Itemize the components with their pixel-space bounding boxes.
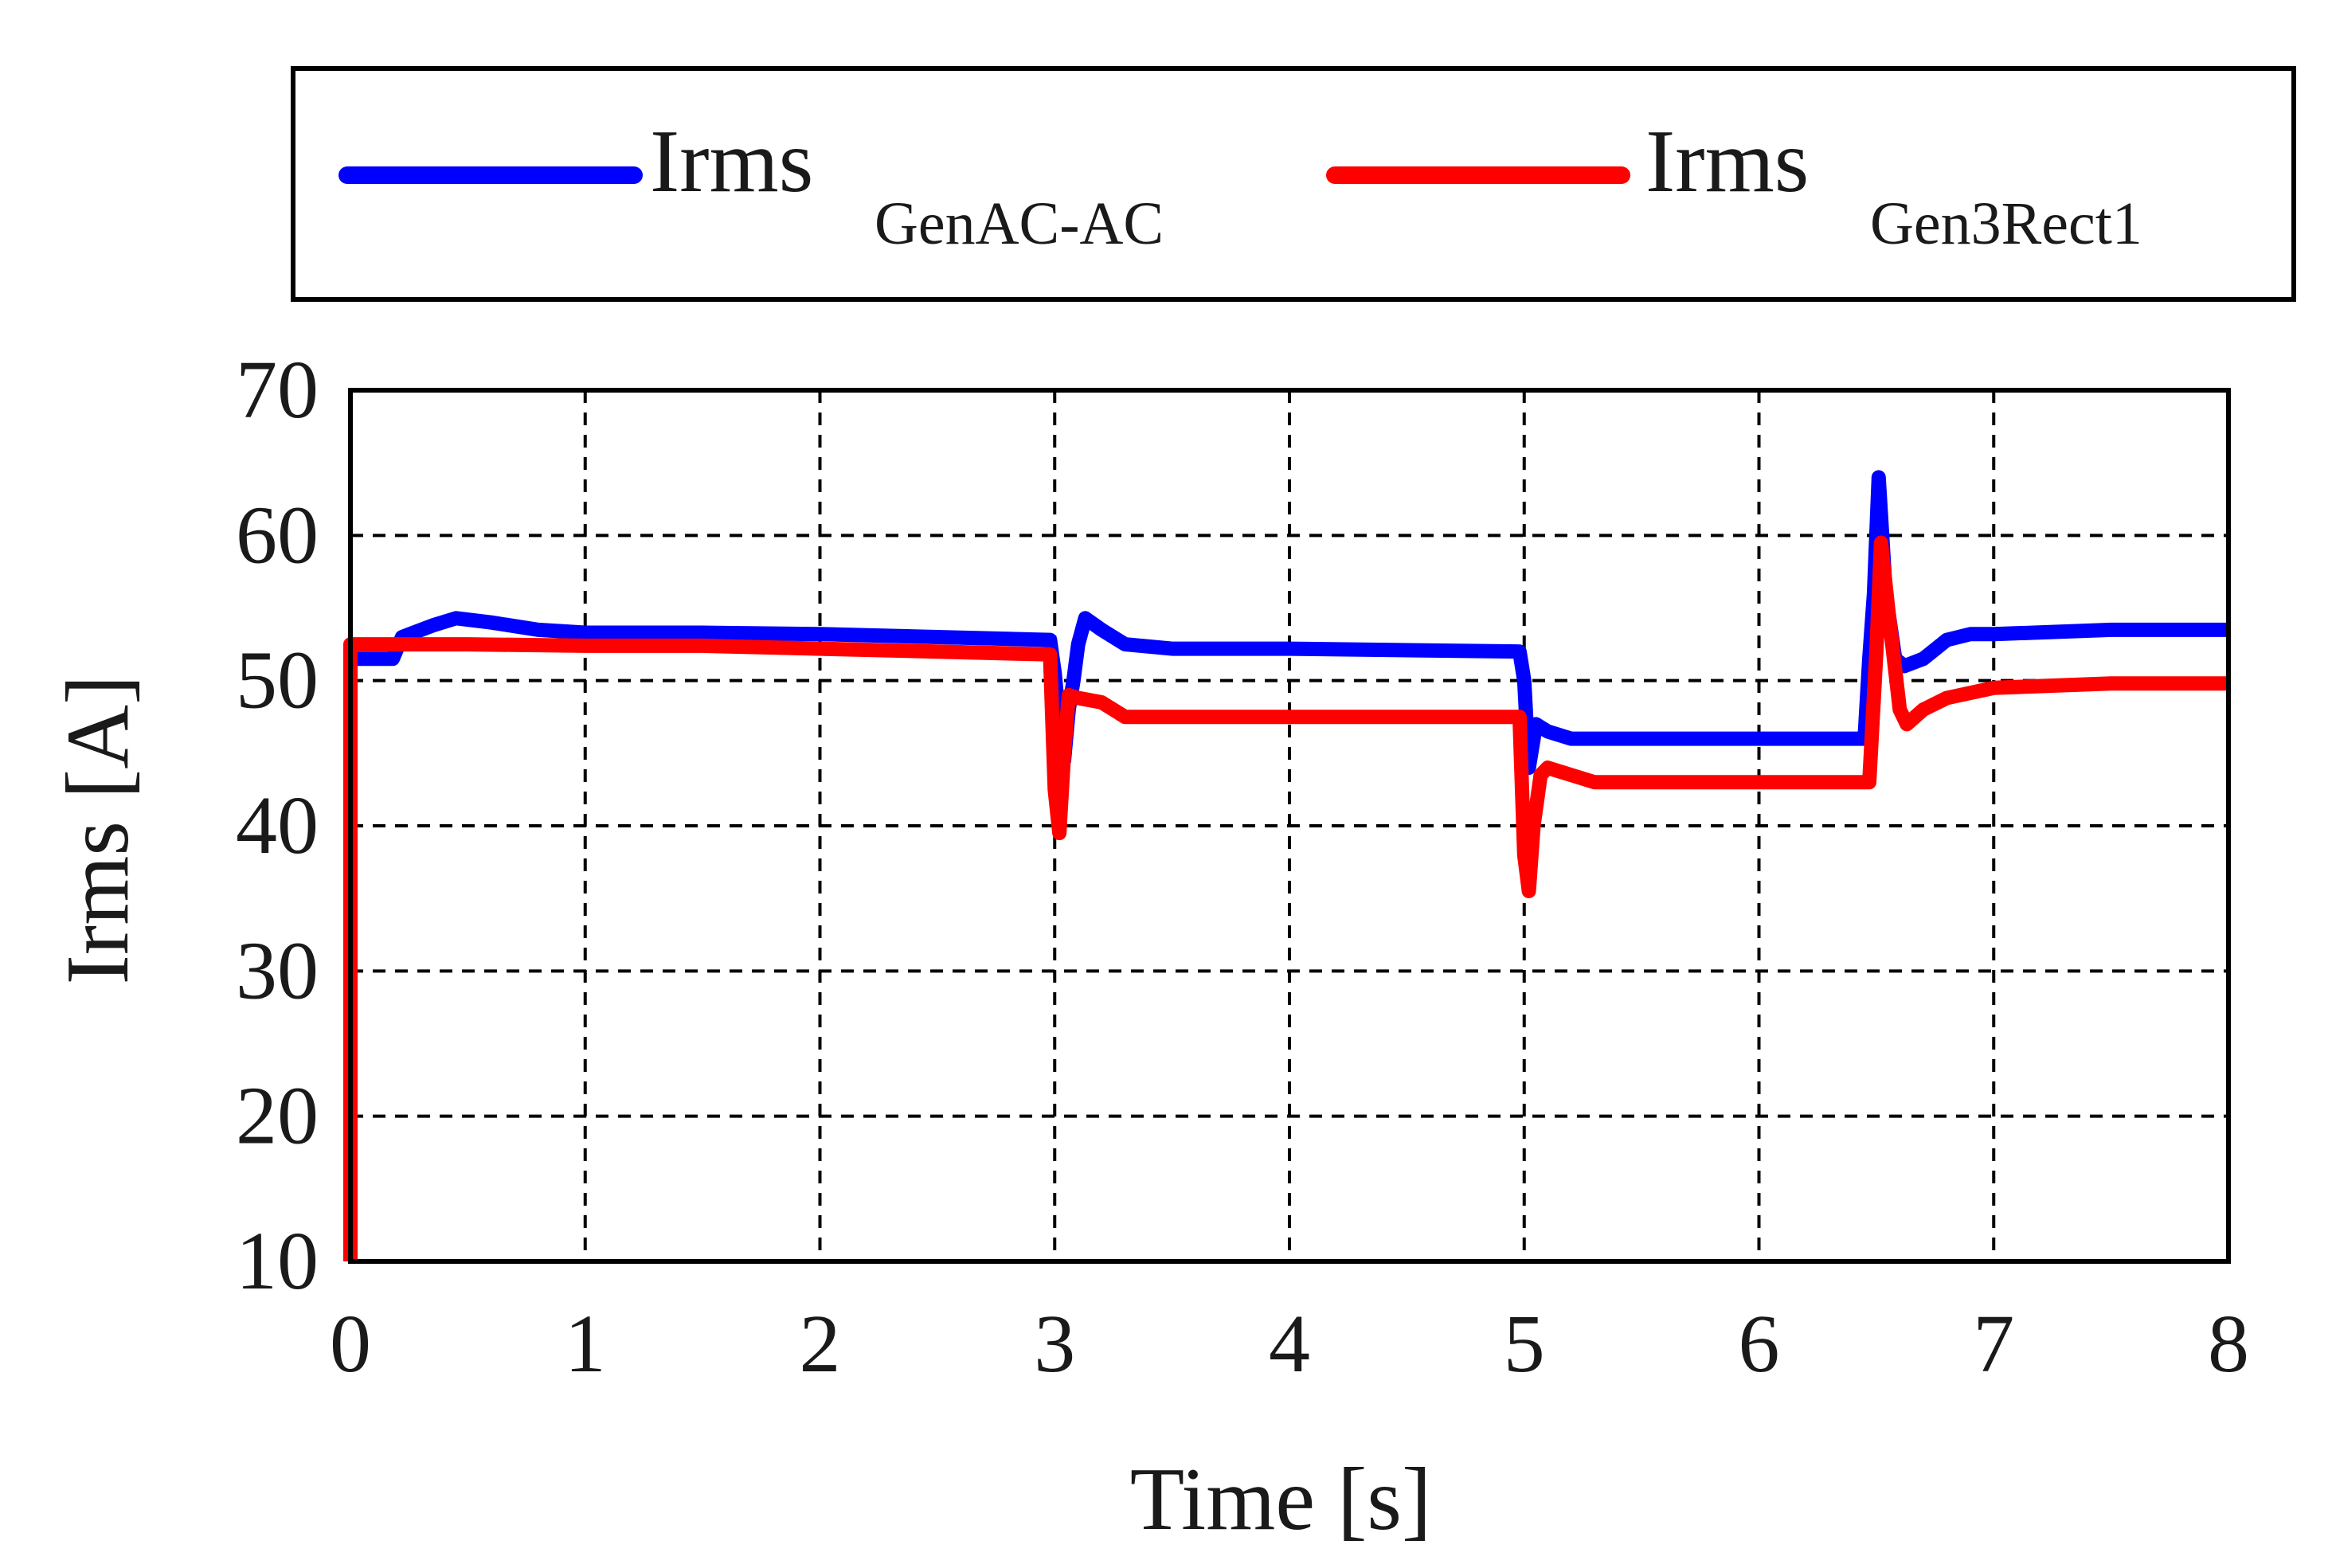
y-tick-label-70: 70 (236, 344, 319, 436)
legend-label-genac-ac-subscript: GenAC-AC (874, 190, 1164, 257)
y-tick-label-10: 10 (236, 1215, 319, 1307)
x-tick-label-5: 5 (1504, 1298, 1545, 1390)
legend-label-gen3rect1-main: Irms (1645, 112, 1809, 211)
y-tick-label-30: 30 (236, 925, 319, 1016)
x-tick-label-2: 2 (800, 1298, 841, 1390)
x-tick-label-1: 1 (565, 1298, 606, 1390)
plot-frame (348, 388, 2231, 1264)
y-tick-label-20: 20 (236, 1070, 319, 1162)
x-tick-label-3: 3 (1034, 1298, 1075, 1390)
x-tick-label-8: 8 (2208, 1298, 2249, 1390)
y-tick-label-50: 50 (236, 635, 319, 726)
y-tick-label-60: 60 (236, 489, 319, 581)
x-tick-label-0: 0 (330, 1298, 371, 1390)
series-layer (343, 470, 2228, 1261)
series-line-gen3rect1 (343, 535, 2228, 1261)
x-tick-label-7: 7 (1973, 1298, 2014, 1390)
x-axis-label: Time [s] (1130, 1450, 1432, 1549)
y-axis-label: Irms [A] (49, 675, 147, 985)
x-tick-label-6: 6 (1739, 1298, 1780, 1390)
x-tick-label-4: 4 (1269, 1298, 1310, 1390)
tick-labels: 0 1 2 3 4 5 6 7 8 10 20 30 40 50 60 70 (236, 344, 2249, 1390)
legend: Irms GenAC-AC Irms Gen3Rect1 (291, 66, 2296, 302)
legend-label-gen3rect1-subscript: Gen3Rect1 (1870, 190, 2142, 257)
y-tick-label-40: 40 (236, 780, 319, 871)
legend-label-genac-ac-main: Irms (650, 112, 813, 211)
